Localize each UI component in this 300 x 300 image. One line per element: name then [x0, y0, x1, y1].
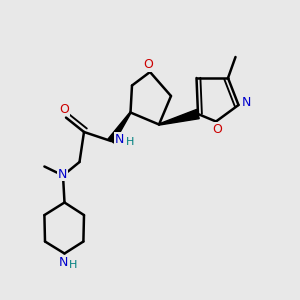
Text: O: O: [60, 103, 69, 116]
Polygon shape: [108, 112, 131, 143]
Text: N: N: [242, 96, 252, 109]
Text: H: H: [126, 137, 134, 147]
Text: N: N: [115, 133, 124, 146]
Polygon shape: [159, 110, 199, 125]
Text: N: N: [58, 256, 68, 269]
Text: H: H: [69, 260, 77, 270]
Text: O: O: [144, 58, 153, 71]
Text: N: N: [58, 167, 67, 181]
Text: O: O: [213, 122, 222, 136]
